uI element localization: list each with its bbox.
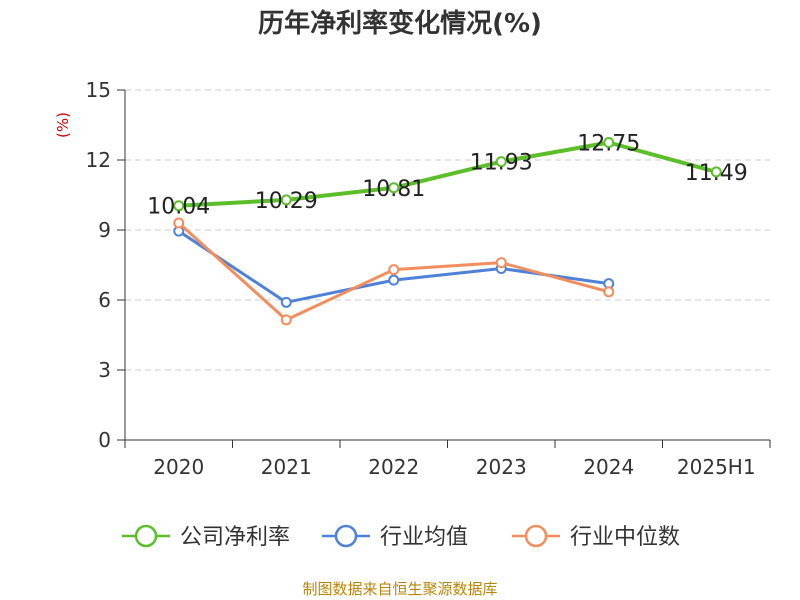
grid-lines xyxy=(125,89,770,371)
data-label: 10.04 xyxy=(147,195,210,220)
data-label: 11.49 xyxy=(685,161,748,186)
data-point xyxy=(173,200,185,212)
legend-item: 公司净利率 xyxy=(122,524,290,550)
y-axis-unit-label: (%) xyxy=(54,112,72,138)
data-label: 10.29 xyxy=(255,189,318,214)
y-tick-label: 15 xyxy=(86,78,111,102)
data-point xyxy=(495,156,507,168)
x-tick-label: 2022 xyxy=(368,455,419,479)
data-point xyxy=(388,264,400,276)
legend-marker xyxy=(524,524,548,548)
y-tick-label: 0 xyxy=(98,428,111,452)
x-tick-label: 2025H1 xyxy=(677,455,756,479)
data-point xyxy=(280,296,292,308)
legend-label: 行业均值 xyxy=(380,525,468,550)
data-point xyxy=(603,137,615,148)
data-point xyxy=(495,257,507,269)
data-label: 10.81 xyxy=(362,177,425,202)
legend-item: 行业均值 xyxy=(322,524,468,550)
data-label: 12.75 xyxy=(577,132,640,157)
source-note: 制图数据来自恒生聚源数据库 xyxy=(302,580,497,598)
data-point xyxy=(280,194,292,206)
y-tick-label: 6 xyxy=(98,288,111,312)
data-label: 11.93 xyxy=(470,151,533,176)
legend-item: 行业中位数 xyxy=(512,524,680,550)
legend: 公司净利率 行业均值 行业中位数 xyxy=(122,524,680,550)
x-tick-label: 2024 xyxy=(583,455,634,479)
legend-marker xyxy=(134,524,158,548)
data-point xyxy=(710,166,722,178)
series-line xyxy=(178,140,717,208)
legend-label: 公司净利率 xyxy=(180,525,290,550)
x-tick-label: 2020 xyxy=(153,455,204,479)
data-point xyxy=(173,217,185,229)
legend-marker xyxy=(334,524,358,548)
data-point xyxy=(388,274,400,286)
series-lines: 10.04 10.29 10.81 11.93 12.75 11.49 xyxy=(147,132,748,326)
data-point xyxy=(388,182,400,194)
x-tick-label: 2023 xyxy=(476,455,527,479)
data-point xyxy=(280,314,292,326)
y-tick-label: 12 xyxy=(86,148,111,172)
x-tick-label: 2021 xyxy=(261,455,312,479)
y-axis-ticks: 0 3 6 9 12 15 xyxy=(86,78,125,452)
x-axis-ticks: 2020 2021 2022 2023 2024 2025H1 xyxy=(124,440,771,479)
y-tick-label: 9 xyxy=(98,218,111,242)
chart-title: 历年净利率变化情况(%) xyxy=(258,8,542,39)
legend-label: 行业中位数 xyxy=(570,525,680,550)
data-point xyxy=(603,286,615,298)
y-tick-label: 3 xyxy=(98,358,111,382)
